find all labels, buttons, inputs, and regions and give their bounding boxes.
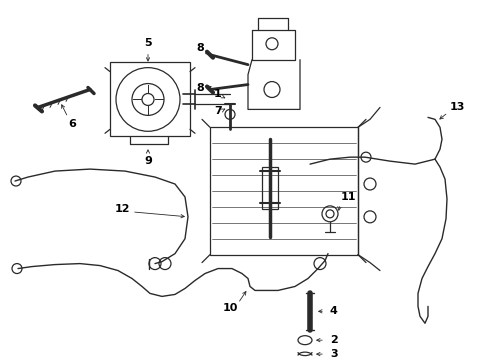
Text: 11: 11 <box>340 192 355 202</box>
Text: 7: 7 <box>214 107 222 116</box>
Text: 12: 12 <box>115 204 130 214</box>
Text: 6: 6 <box>68 119 76 129</box>
Text: 8: 8 <box>196 43 203 53</box>
Text: 8: 8 <box>196 82 203 93</box>
Text: 10: 10 <box>222 303 237 313</box>
Bar <box>262 167 278 209</box>
Bar <box>209 127 357 255</box>
Text: 4: 4 <box>329 306 337 316</box>
Text: 1: 1 <box>214 90 222 99</box>
Text: 5: 5 <box>144 38 151 48</box>
Text: 9: 9 <box>144 156 152 166</box>
Text: 3: 3 <box>329 349 337 359</box>
Bar <box>110 62 190 136</box>
Text: 13: 13 <box>449 103 465 112</box>
Text: 2: 2 <box>329 335 337 345</box>
